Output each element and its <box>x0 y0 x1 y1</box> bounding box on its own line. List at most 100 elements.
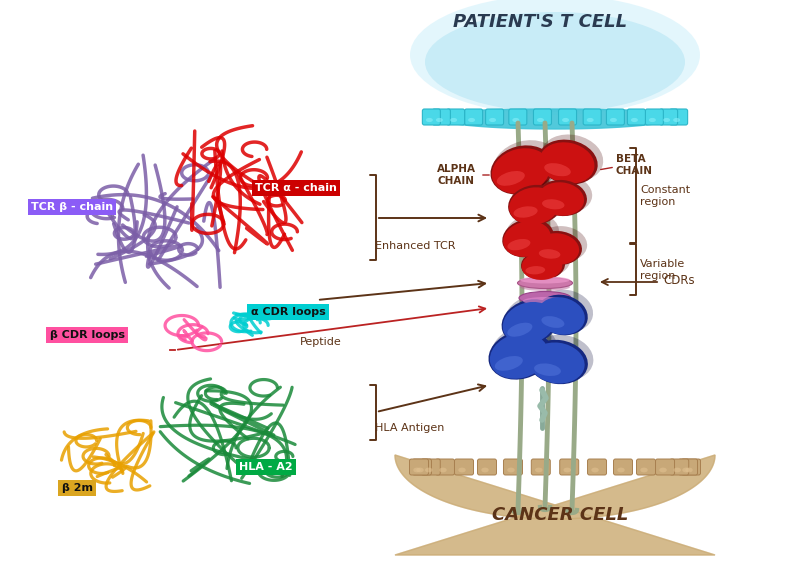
Ellipse shape <box>519 291 571 304</box>
Ellipse shape <box>538 182 584 215</box>
FancyBboxPatch shape <box>646 109 663 125</box>
Ellipse shape <box>509 187 559 225</box>
Ellipse shape <box>563 468 571 472</box>
Text: CANCER CELL: CANCER CELL <box>492 506 628 524</box>
FancyBboxPatch shape <box>504 459 522 475</box>
Text: ALPHA
CHAIN: ALPHA CHAIN <box>437 164 476 186</box>
Ellipse shape <box>673 118 680 122</box>
Ellipse shape <box>544 163 571 176</box>
FancyBboxPatch shape <box>433 109 450 125</box>
Ellipse shape <box>517 277 573 289</box>
Ellipse shape <box>685 468 693 472</box>
FancyBboxPatch shape <box>659 109 678 125</box>
Ellipse shape <box>682 468 690 472</box>
Ellipse shape <box>436 118 443 122</box>
Ellipse shape <box>507 323 533 337</box>
FancyBboxPatch shape <box>627 109 646 125</box>
Ellipse shape <box>591 468 599 472</box>
Ellipse shape <box>536 295 588 335</box>
Text: TCR α - chain: TCR α - chain <box>255 183 337 193</box>
FancyBboxPatch shape <box>560 459 578 475</box>
Ellipse shape <box>492 148 550 194</box>
Ellipse shape <box>659 468 666 472</box>
Ellipse shape <box>468 118 475 122</box>
FancyBboxPatch shape <box>670 459 689 475</box>
Ellipse shape <box>539 290 593 332</box>
Ellipse shape <box>511 180 567 222</box>
Ellipse shape <box>541 316 565 328</box>
Ellipse shape <box>426 118 433 122</box>
Ellipse shape <box>542 199 565 209</box>
Ellipse shape <box>540 142 594 184</box>
Ellipse shape <box>640 468 648 472</box>
Ellipse shape <box>450 118 457 122</box>
Ellipse shape <box>523 297 567 305</box>
Ellipse shape <box>537 297 585 335</box>
FancyBboxPatch shape <box>422 109 441 125</box>
Text: HLA Antigen: HLA Antigen <box>375 423 445 433</box>
FancyBboxPatch shape <box>583 109 602 125</box>
Ellipse shape <box>493 140 559 192</box>
Text: β CDR loops: β CDR loops <box>50 330 124 340</box>
Ellipse shape <box>610 118 617 122</box>
Text: Peptide: Peptide <box>300 337 342 347</box>
Ellipse shape <box>502 219 553 257</box>
Ellipse shape <box>534 363 561 376</box>
Ellipse shape <box>439 468 447 472</box>
Ellipse shape <box>586 118 594 122</box>
Text: α CDR loops: α CDR loops <box>251 307 325 317</box>
Ellipse shape <box>663 118 670 122</box>
Ellipse shape <box>541 134 603 181</box>
Text: CDRs: CDRs <box>663 273 694 286</box>
Ellipse shape <box>513 206 537 218</box>
Ellipse shape <box>521 252 562 280</box>
Ellipse shape <box>489 118 496 122</box>
FancyBboxPatch shape <box>436 459 454 475</box>
FancyBboxPatch shape <box>606 109 625 125</box>
Ellipse shape <box>410 0 700 115</box>
Ellipse shape <box>505 214 559 255</box>
Text: BETA
CHAIN: BETA CHAIN <box>616 154 653 176</box>
Ellipse shape <box>535 468 542 472</box>
Ellipse shape <box>537 180 587 216</box>
FancyBboxPatch shape <box>558 109 577 125</box>
Ellipse shape <box>520 283 570 291</box>
Ellipse shape <box>501 299 558 345</box>
Text: HLA - A2: HLA - A2 <box>239 462 293 472</box>
Ellipse shape <box>504 294 564 342</box>
Ellipse shape <box>491 325 557 377</box>
FancyBboxPatch shape <box>413 459 432 475</box>
Ellipse shape <box>537 226 587 262</box>
Ellipse shape <box>481 468 489 472</box>
Ellipse shape <box>508 185 562 225</box>
Ellipse shape <box>528 340 588 384</box>
FancyBboxPatch shape <box>477 459 497 475</box>
FancyBboxPatch shape <box>587 459 606 475</box>
FancyBboxPatch shape <box>531 459 550 475</box>
Ellipse shape <box>538 139 598 184</box>
FancyBboxPatch shape <box>682 459 701 475</box>
Ellipse shape <box>674 468 681 472</box>
Ellipse shape <box>539 249 561 259</box>
FancyBboxPatch shape <box>447 109 465 125</box>
Ellipse shape <box>495 356 523 371</box>
Text: Constant
region: Constant region <box>640 185 690 207</box>
Ellipse shape <box>649 118 656 122</box>
FancyBboxPatch shape <box>454 459 473 475</box>
Ellipse shape <box>631 118 638 122</box>
Ellipse shape <box>529 342 585 383</box>
Ellipse shape <box>534 231 582 265</box>
Ellipse shape <box>425 12 685 112</box>
Ellipse shape <box>489 331 552 380</box>
Ellipse shape <box>490 145 553 194</box>
Ellipse shape <box>524 245 570 277</box>
FancyBboxPatch shape <box>509 109 527 125</box>
Text: Variable
region: Variable region <box>640 259 685 281</box>
Ellipse shape <box>535 233 579 265</box>
Ellipse shape <box>507 239 530 250</box>
Ellipse shape <box>521 250 565 280</box>
FancyBboxPatch shape <box>421 459 441 475</box>
Ellipse shape <box>530 335 594 381</box>
Ellipse shape <box>503 302 555 344</box>
Ellipse shape <box>458 468 465 472</box>
